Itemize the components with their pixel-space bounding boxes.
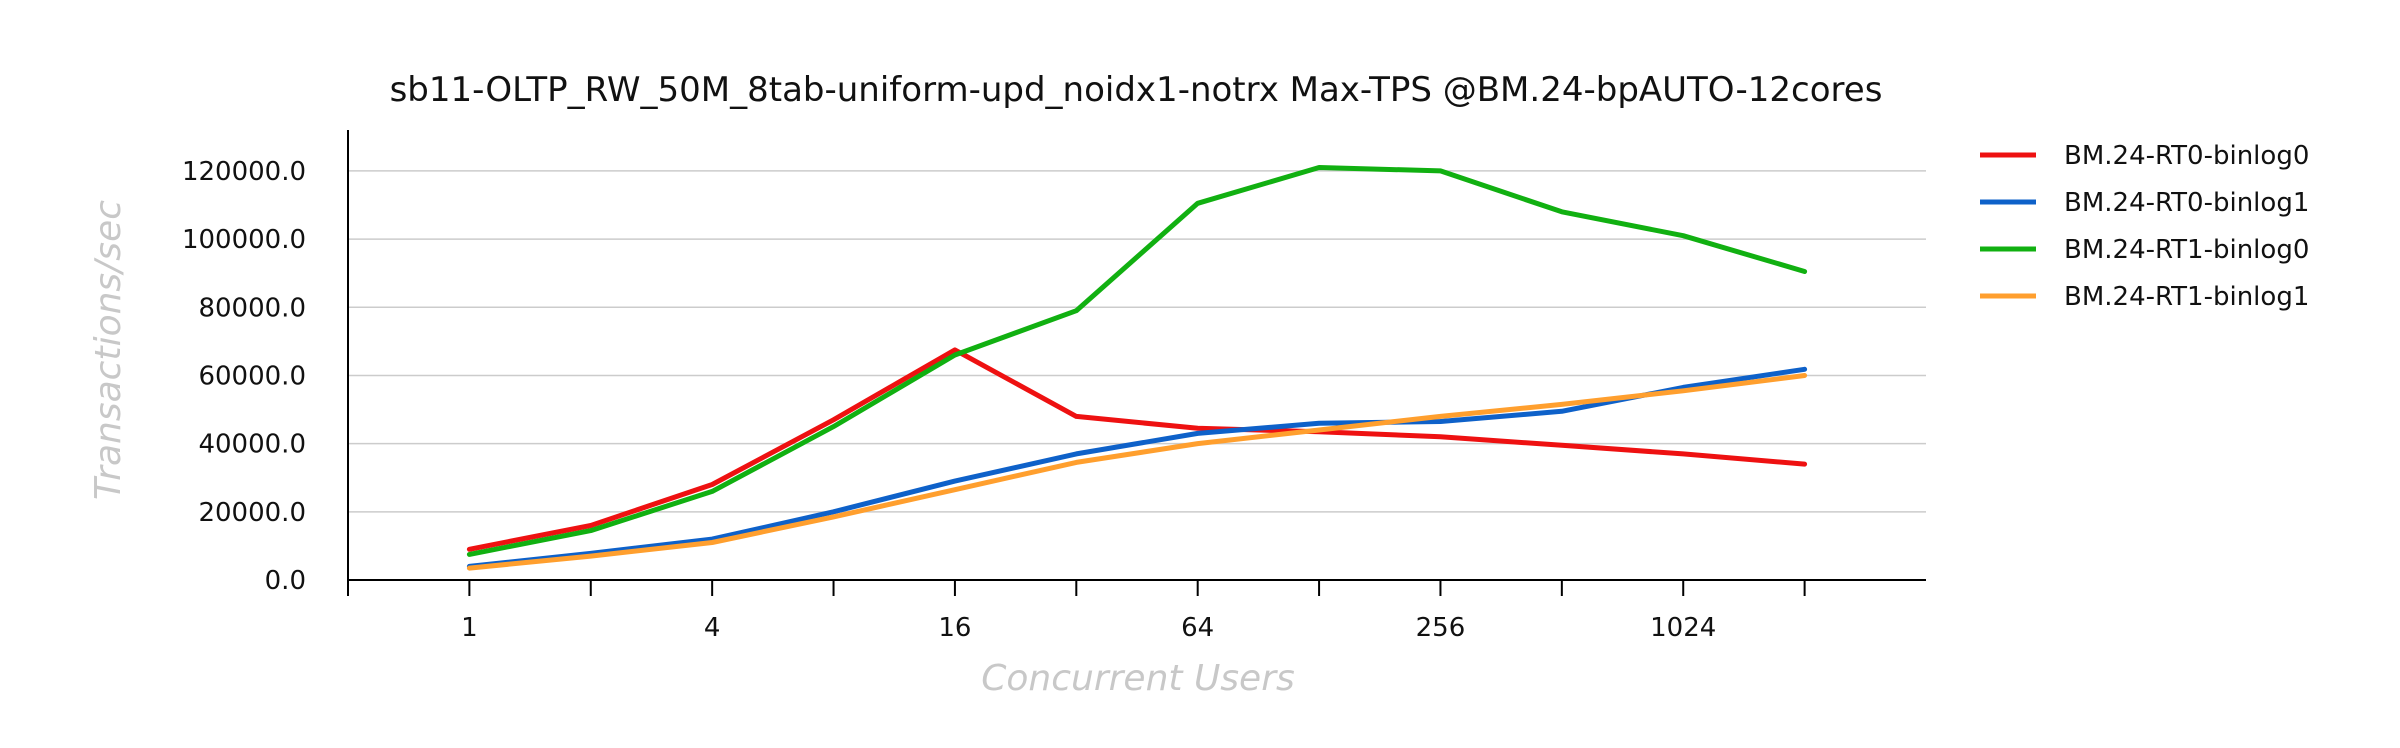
series-lines — [466, 165, 1808, 571]
y-tick-label: 0.0 — [265, 566, 306, 596]
y-tick-label: 100000.0 — [182, 225, 306, 255]
series-line-BM.24-RT1-binlog1 — [466, 373, 1808, 571]
x-axis-label: Concurrent Users — [981, 658, 1295, 699]
y-tick-label: 40000.0 — [198, 430, 306, 460]
x-tick-label: 4 — [704, 613, 721, 643]
x-ticks: 1 4 16 64 256 1024 — [347, 580, 1806, 643]
series-line-BM.24-RT0-binlog0 — [466, 347, 1808, 552]
series-line-BM.24-RT1-binlog0 — [466, 165, 1808, 557]
y-axis-label: Transactions/sec — [88, 200, 129, 500]
y-tick-label: 120000.0 — [182, 157, 306, 187]
legend-label: BM.24-RT1-binlog1 — [2064, 282, 2309, 312]
axes — [347, 130, 1926, 581]
legend-label: BM.24-RT0-binlog1 — [2064, 188, 2309, 218]
y-tick-label: 80000.0 — [198, 293, 306, 323]
legend-label: BM.24-RT0-binlog0 — [2064, 141, 2309, 171]
series-line-BM.24-RT0-binlog1 — [466, 366, 1808, 569]
gridlines — [348, 170, 1926, 513]
x-tick-label: 1 — [461, 613, 478, 643]
y-tick-labels: 0.0 20000.0 40000.0 60000.0 80000.0 100000.0 1… — [182, 157, 306, 596]
legend-label: BM.24-RT1-binlog0 — [2064, 235, 2309, 265]
x-tick-label: 64 — [1181, 613, 1214, 643]
x-tick-label: 256 — [1416, 613, 1466, 643]
x-tick-label: 1024 — [1650, 613, 1716, 643]
legend: BM.24-RT0-binlog0 BM.24-RT0-binlog1 BM.24-… — [1980, 141, 2309, 312]
y-tick-label: 60000.0 — [198, 361, 306, 391]
x-tick-label: 16 — [938, 613, 971, 643]
y-tick-label: 20000.0 — [198, 498, 306, 528]
chart-title: sb11-OLTP_RW_50M_8tab-uniform-upd_noidx1… — [390, 70, 1883, 110]
